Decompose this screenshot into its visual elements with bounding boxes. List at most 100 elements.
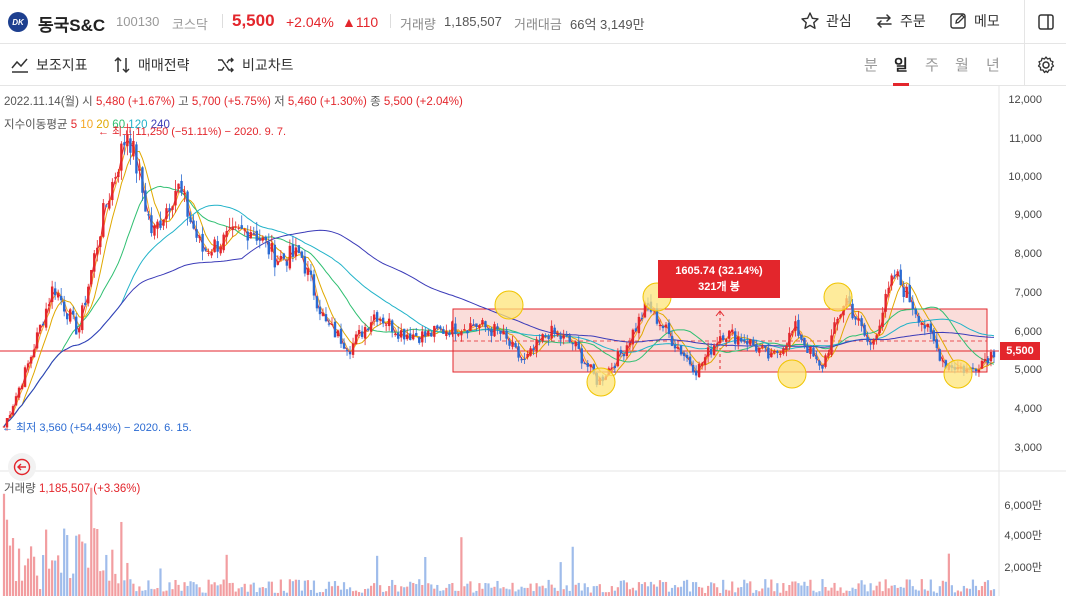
volume-bar — [264, 588, 267, 596]
candle-body — [833, 322, 836, 334]
memo-button[interactable]: 메모 — [948, 9, 1000, 33]
volume-bar — [896, 587, 899, 596]
candle-body — [785, 345, 788, 351]
candle-body — [237, 227, 240, 229]
candle-body — [387, 318, 391, 327]
candle-body — [406, 334, 409, 340]
volume-bar — [842, 592, 845, 596]
volume-bar — [228, 583, 231, 596]
volume-bar — [863, 584, 866, 596]
candle-body — [986, 358, 990, 364]
moving-average-lines — [3, 139, 995, 427]
volume-bar — [39, 589, 42, 596]
candle-body — [869, 342, 872, 345]
volume-bar — [932, 591, 935, 596]
shuffle-icon — [218, 57, 234, 73]
volume-bar — [463, 586, 466, 596]
ma120-line — [3, 204, 995, 427]
candle-body — [917, 316, 920, 323]
candle-body — [144, 190, 147, 212]
candle-body — [812, 347, 815, 357]
volume-bar — [63, 528, 66, 596]
change-percent: +2.04% — [286, 14, 334, 30]
volume-bar — [237, 588, 240, 596]
volume-bar — [421, 584, 424, 596]
volume-bar — [800, 585, 803, 596]
order-button[interactable]: 주문 — [874, 9, 926, 33]
ma-legend[interactable]: 지수이동평균 5 10 20 60 120 240 — [4, 116, 170, 132]
volume-bar — [583, 583, 586, 596]
candle-body — [553, 327, 556, 335]
volume-bar — [198, 587, 201, 596]
candle-body — [941, 360, 945, 362]
period-month[interactable]: 월 — [955, 57, 969, 74]
volume-bar — [451, 582, 454, 596]
volume-bar — [694, 582, 698, 596]
price-axis-tick: 8,000 — [1014, 248, 1042, 260]
volume-bar — [592, 586, 595, 596]
volume-bar — [153, 589, 156, 596]
candle-body — [96, 247, 99, 255]
candle-body — [631, 329, 635, 345]
indicator-button[interactable]: 보조지표 — [10, 55, 88, 75]
volume-bar — [812, 590, 815, 596]
candle-body — [75, 316, 78, 335]
volume-legend-label: 거래량 — [4, 483, 36, 495]
volume-bar — [327, 581, 331, 596]
volume-bar — [941, 580, 944, 596]
strategy-button[interactable]: 매매전략 — [112, 55, 190, 75]
side-panel-toggle[interactable] — [1024, 0, 1066, 44]
volume-bar — [26, 558, 30, 596]
candle-body — [740, 337, 743, 342]
volume-bar — [48, 568, 51, 596]
volume-bar — [935, 592, 938, 596]
volume-bar — [821, 579, 824, 596]
memo-edit-icon — [950, 13, 966, 29]
volume-bar — [743, 579, 746, 596]
period-year[interactable]: 년 — [986, 57, 1000, 74]
volume-bar — [195, 584, 198, 596]
compare-button[interactable]: 비교차트 — [216, 55, 294, 75]
candle-body — [664, 324, 668, 328]
candle-body — [625, 345, 629, 357]
volume-legend: 거래량 1,185,507 (+3.36%) — [4, 480, 140, 496]
volume-bar — [878, 581, 881, 596]
reset-view-button[interactable] — [8, 453, 36, 481]
volume-bar — [379, 585, 382, 596]
chart-area[interactable]: 2022.11.14(월) 시 5,480 (+1.67%) 고 5,700 (… — [0, 86, 1066, 596]
volume-bar — [809, 579, 812, 596]
volume-bar — [243, 583, 246, 596]
candle-body — [445, 331, 448, 336]
candle-body — [315, 296, 319, 309]
trade-arrows-icon — [114, 56, 130, 74]
candle-body — [390, 320, 394, 332]
gear-icon — [1037, 56, 1054, 74]
volume-value: 1,185,507 — [444, 14, 502, 29]
watch-button[interactable]: 관심 — [800, 9, 852, 33]
volume-bar — [436, 584, 439, 596]
volume-bar — [947, 553, 950, 596]
volume-bar — [676, 587, 680, 596]
candle-body — [303, 256, 307, 274]
volume-bar — [559, 562, 562, 596]
candle-body — [192, 220, 195, 229]
price-chart[interactable] — [0, 86, 1066, 596]
candle-body — [694, 370, 698, 376]
candle-body — [153, 225, 156, 236]
volume-bar — [300, 590, 304, 596]
candle-body — [156, 221, 159, 229]
candle-body — [93, 253, 96, 272]
volume-bar — [652, 584, 656, 596]
chart-settings-button[interactable] — [1024, 44, 1066, 86]
candle-body — [484, 321, 487, 328]
price-axis-tick: 9,000 — [1014, 209, 1042, 221]
volume-bar — [749, 581, 752, 596]
volume-bar — [273, 592, 276, 596]
period-minute[interactable]: 분 — [864, 57, 878, 74]
volume-bar — [102, 570, 105, 596]
period-day[interactable]: 일 — [894, 57, 908, 74]
volume-bar — [938, 586, 941, 596]
candle-body — [526, 353, 529, 358]
period-week[interactable]: 주 — [925, 57, 939, 74]
volume-bar — [45, 529, 48, 596]
